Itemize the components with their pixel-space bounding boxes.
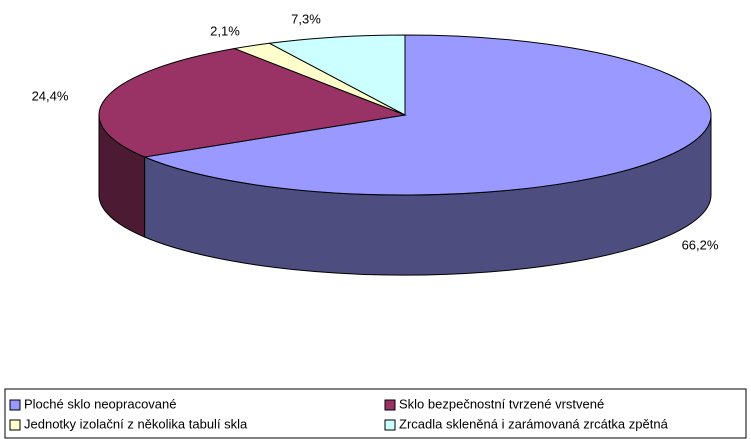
legend-label: Jednotky izolační z několika tabulí skla (24, 416, 248, 431)
data-label: 66,2% (682, 237, 719, 252)
data-label: 2,1% (210, 23, 240, 38)
data-label: 7,3% (291, 11, 321, 26)
pie-slice (142, 34, 712, 196)
legend-swatch (384, 399, 396, 411)
legend-swatch (9, 399, 21, 411)
legend-box (4, 388, 747, 439)
pie-slice (98, 48, 407, 158)
pie-slice (267, 34, 406, 116)
legend-label: Sklo bezpečnostní tvrzené vrstvené (399, 396, 604, 411)
legend-label: Ploché sklo neopracované (24, 396, 177, 411)
legend-label: Zrcadla skleněná i zarámovaná zrcátka zp… (399, 416, 669, 431)
legend-swatch (9, 419, 21, 431)
data-label: 24,4% (32, 88, 69, 103)
legend-swatch (384, 419, 396, 431)
